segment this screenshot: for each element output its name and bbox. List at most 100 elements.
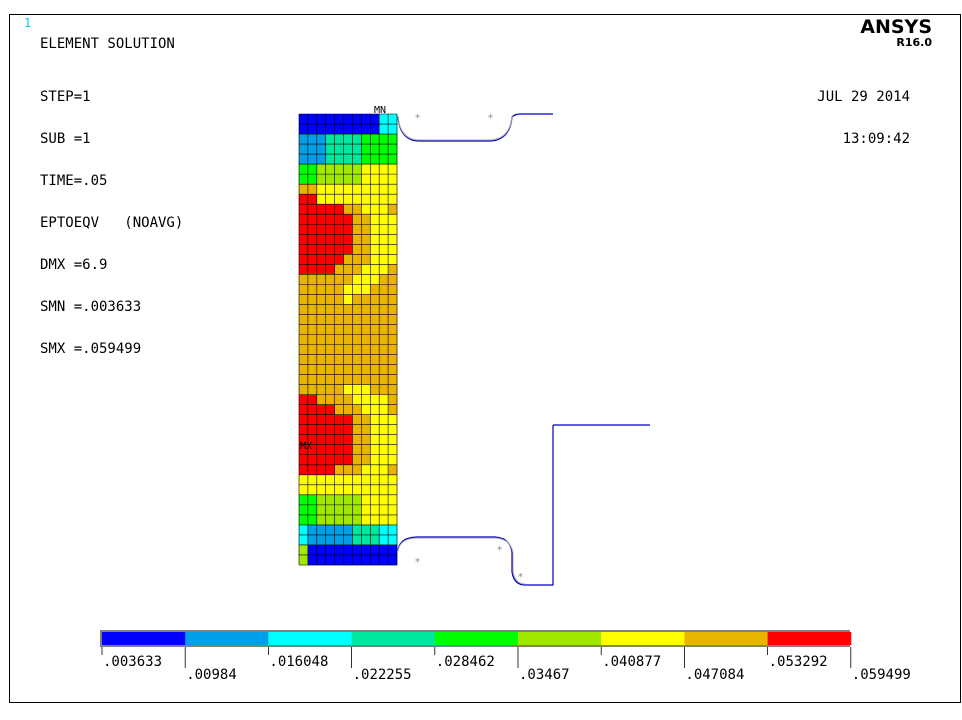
mesh-element [334,314,344,325]
mesh-element [307,424,318,436]
mesh-element [299,424,309,436]
mesh-element [370,404,380,415]
mesh-element [334,234,344,245]
mesh-element [307,214,318,225]
mesh-element [325,474,335,486]
mesh-element [379,304,389,315]
contour-legend: .003633 .00984 .016048 .022255 .028462 .03467… [100,630,911,683]
mesh-element [325,244,335,255]
mesh-element [370,544,380,556]
mesh-element [307,174,318,185]
mesh-element [352,544,362,556]
mesh-element [316,474,327,486]
mesh-element [334,394,344,405]
mesh-element [307,544,318,556]
mesh-element [379,504,389,516]
mesh-element [379,354,389,365]
mesh-element [370,474,380,486]
mesh-element [379,234,389,245]
mesh-element [388,234,398,245]
mesh-element [343,174,353,185]
mesh-element [370,334,380,345]
mesh-element [352,554,362,566]
mesh-element [334,254,344,265]
mesh-element [299,324,309,335]
time-text: 13:09:42 [842,131,910,147]
mesh-element [361,354,371,365]
mesh-element [388,514,398,526]
mesh-element [299,334,309,345]
mesh-element [307,154,318,165]
mesh-element [334,134,344,145]
mesh-element [388,214,398,225]
mesh-element [307,444,318,456]
mesh-element [299,374,309,385]
mesh-element [334,444,344,456]
mesh-element [343,154,353,165]
mesh-element [370,294,380,305]
mesh-element [343,384,353,395]
mesh-element [325,304,335,315]
mesh-element [307,184,318,195]
mesh-element [343,404,353,415]
mesh-element [316,244,327,255]
mesh-element [361,334,371,345]
mesh-element [379,364,389,375]
mesh-element [299,464,309,476]
mesh-element [352,524,362,536]
mesh-element [316,444,327,456]
mesh-element [325,504,335,516]
mesh-element [379,444,389,456]
mesh-element [334,364,344,375]
mesh-element [299,344,309,355]
mesh-element [307,334,318,345]
mesh-element [379,274,389,285]
mesh-element [343,144,353,155]
mesh-element [307,494,318,506]
mesh-element [343,514,353,526]
mesh-element [352,124,362,135]
mesh-element [370,444,380,456]
mesh-element [343,424,353,436]
mesh-element [316,134,327,145]
legend-label: .03467 [519,667,570,683]
mesh-element [307,114,318,125]
mesh-element [325,124,335,135]
mesh-element [388,324,398,335]
mesh-element [352,534,362,546]
mesh-element [316,314,327,325]
ansys-logo: ANSYS R16.0 [860,17,932,49]
mesh-element [299,534,309,546]
mesh-element [299,124,309,135]
mesh-element [379,414,389,425]
mesh-element [388,314,398,325]
mesh-element [388,394,398,405]
mesh-element [325,354,335,365]
mesh-element [352,154,362,165]
mesh-element [352,284,362,295]
mesh-element [361,394,371,405]
mesh-element [334,344,344,355]
node-marker: * [518,572,523,583]
mesh-element [388,424,398,436]
mesh-element [379,124,389,135]
mesh-element [352,344,362,355]
mesh-element [388,534,398,546]
node-marker: * [415,113,420,124]
mesh-element [361,114,371,125]
mesh-element [316,334,327,345]
mesh-element [361,154,371,165]
contour-mesh [299,114,398,566]
mesh-element [334,184,344,195]
mesh-element [370,424,380,436]
mesh-element [370,344,380,355]
mesh-element [307,254,318,265]
mesh-element [361,384,371,395]
mesh-element [334,454,344,466]
mesh-element [388,254,398,265]
mesh-element [361,264,371,275]
legend-swatch [601,632,685,645]
mesh-element [316,214,327,225]
mesh-element [325,234,335,245]
mesh-element [316,114,327,125]
